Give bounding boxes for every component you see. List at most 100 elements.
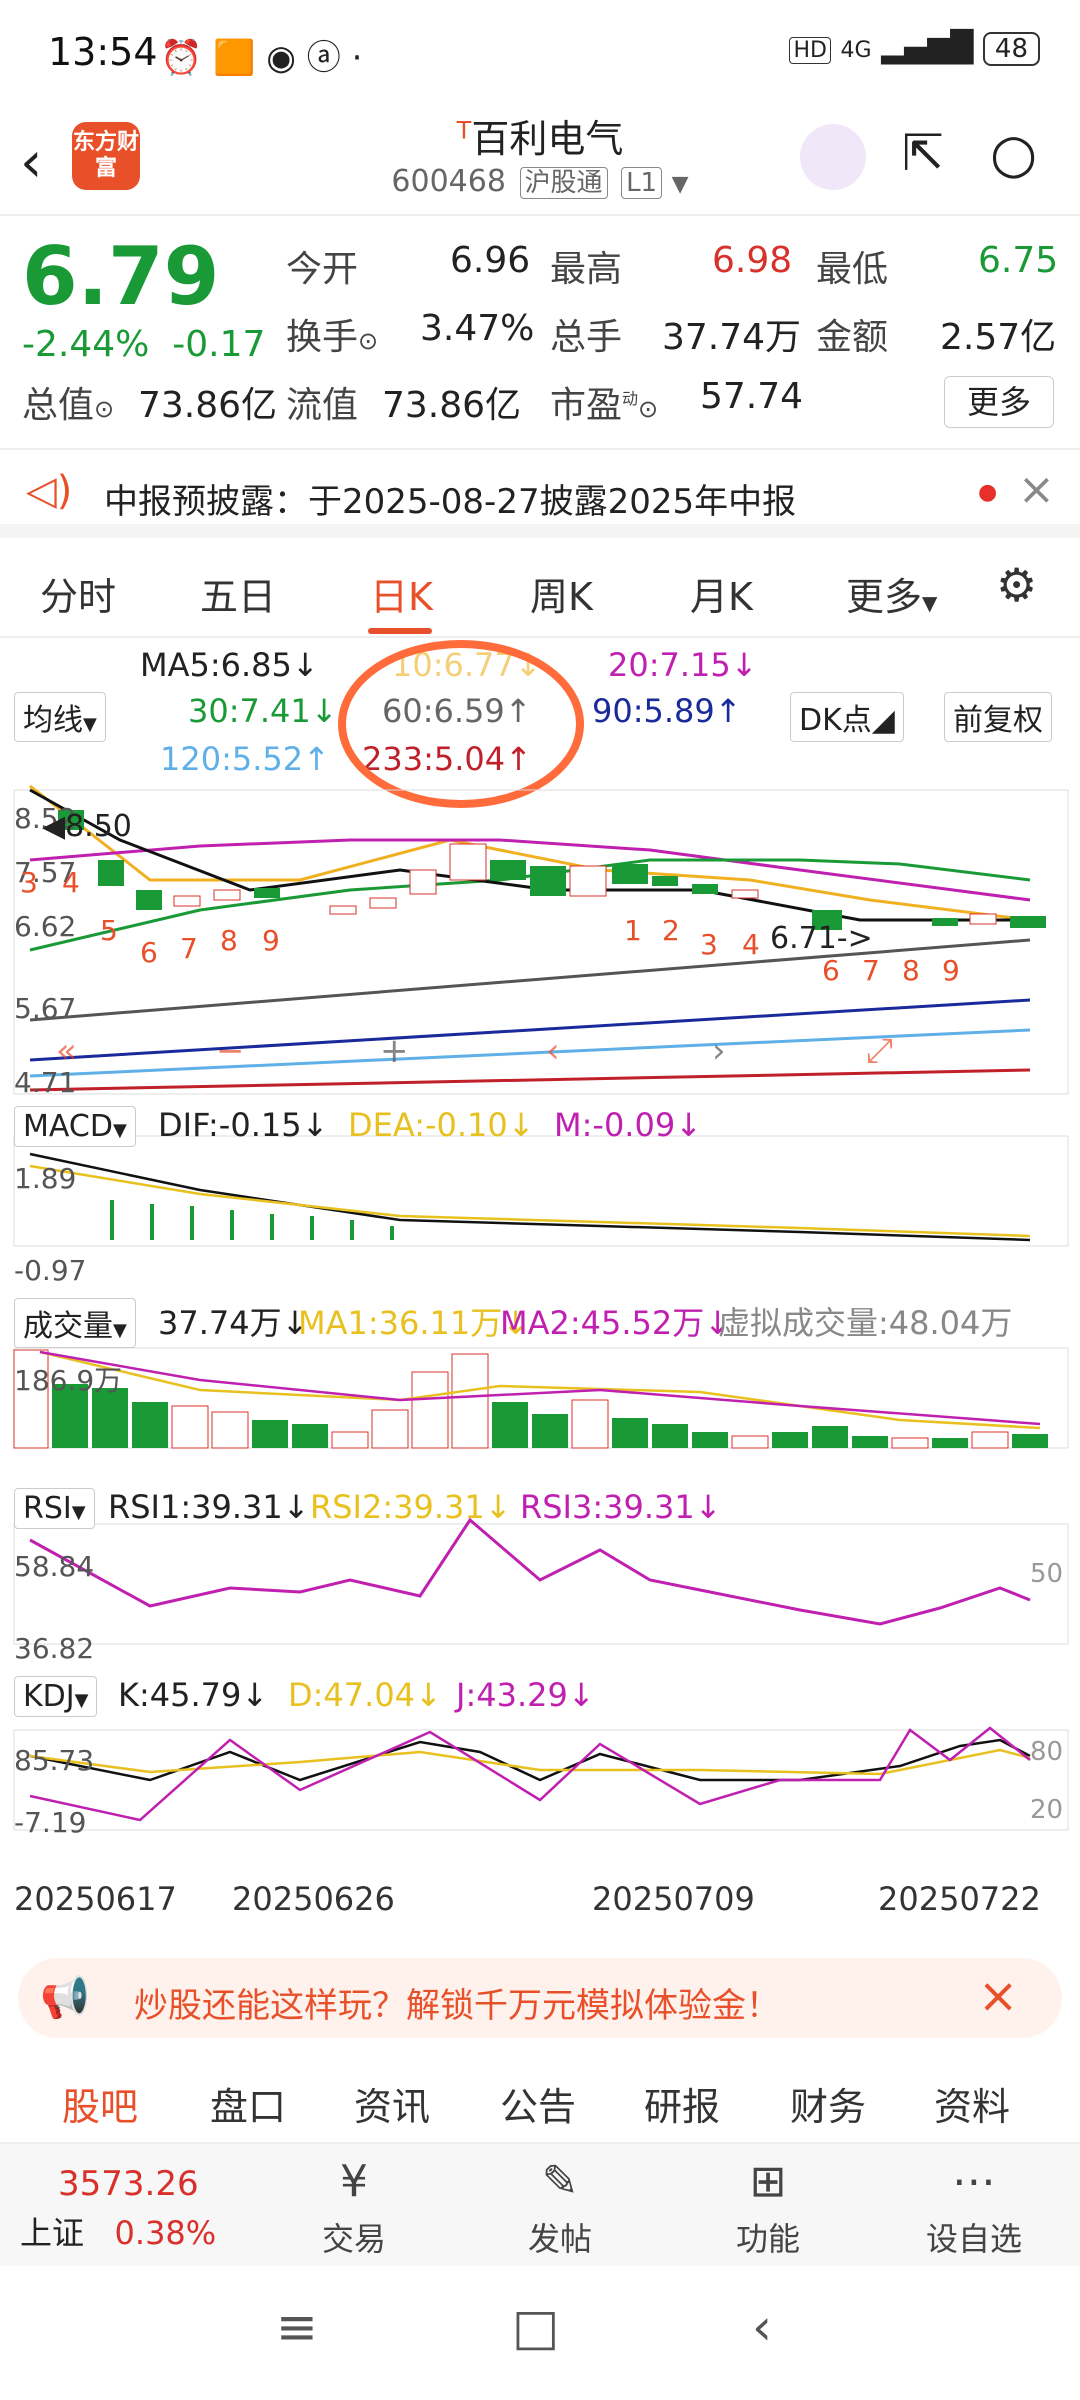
macd-selector[interactable]: MACD▼: [14, 1106, 136, 1147]
tab-finance[interactable]: 财务: [790, 2085, 867, 2129]
mcap-label-text: 总值: [22, 385, 95, 426]
tab-news[interactable]: 资讯: [354, 2085, 431, 2129]
macd-selector-label: MACD: [23, 1109, 113, 1144]
low-label: 最低: [816, 249, 889, 290]
zoom-in-icon[interactable]: +: [380, 1031, 409, 1071]
kdj-selector[interactable]: KDJ▼: [14, 1676, 98, 1717]
annotation-circle: [338, 640, 584, 808]
kdj-d-text: D:47.04: [288, 1676, 416, 1714]
stock-code[interactable]: 600468 沪股通 L1 ▼: [0, 162, 1080, 199]
scroll-right-icon[interactable]: ›: [712, 1031, 726, 1071]
turnover-value: 3.47%: [420, 308, 535, 349]
stock-name-text: 百利电气: [471, 117, 624, 161]
content-tabs: 股吧 盘口 资讯 公告 研报 财务 资料: [0, 2060, 1080, 2140]
tab-monthly-k[interactable]: 月K: [690, 575, 753, 619]
index-ticker[interactable]: 3573.26 上证 0.38%: [20, 2164, 260, 2254]
back-icon[interactable]: ‹: [20, 130, 43, 195]
app-logo[interactable]: 东方财富: [72, 122, 140, 190]
tab-more[interactable]: 更多▼: [846, 566, 937, 621]
add-watchlist-button[interactable]: ⋯ 设自选: [904, 2150, 1044, 2260]
tab-five-day[interactable]: 五日: [200, 575, 277, 619]
td-count: 3: [20, 866, 38, 899]
tab-guba[interactable]: 股吧: [62, 2085, 139, 2129]
fullscreen-icon[interactable]: ⤢: [866, 1031, 893, 1071]
home-icon[interactable]: □: [512, 2298, 560, 2356]
info-icon[interactable]: ⊙: [358, 327, 379, 355]
trade-button[interactable]: ¥ 交易: [284, 2150, 424, 2260]
info-icon[interactable]: ⊙: [94, 395, 115, 423]
volume-selector[interactable]: 成交量▼: [14, 1298, 136, 1348]
index-value: 3573.26: [58, 2164, 199, 2204]
ma-selector[interactable]: 均线▼: [14, 692, 106, 742]
candle: [812, 910, 842, 930]
amount-label: 金额: [816, 317, 889, 358]
chevron-down-icon: ▼: [113, 1320, 127, 1341]
gear-icon[interactable]: ⚙: [996, 558, 1038, 612]
tab-profile[interactable]: 资料: [934, 2085, 1011, 2129]
pct-change: -2.44%: [22, 324, 150, 365]
tab-daily-k[interactable]: 日K: [370, 575, 433, 619]
kdj-selector-label: KDJ: [23, 1679, 75, 1714]
menu-icon[interactable]: ≡: [276, 2298, 318, 2356]
tab-weekly-k[interactable]: 周K: [530, 575, 593, 619]
turnover-label: 换手⊙: [286, 308, 378, 360]
rsi-selector[interactable]: RSI▼: [14, 1488, 95, 1529]
adjust-toggle[interactable]: 前复权: [944, 692, 1052, 742]
tab-research[interactable]: 研报: [644, 2085, 721, 2129]
td-count: 3: [700, 928, 718, 961]
more-button[interactable]: 更多: [944, 376, 1054, 428]
stock-code-text: 600468: [391, 164, 506, 199]
ma60-line: [29, 938, 1031, 1022]
promo-banner[interactable]: 📢 炒股还能这样玩？解锁千万元模拟体验金！ ×: [18, 1958, 1062, 2038]
close-icon[interactable]: ×: [1018, 464, 1055, 515]
candles: [58, 810, 1046, 930]
volume-bar: [252, 1420, 288, 1448]
volume-selector-label: 成交量: [23, 1309, 113, 1344]
dk-label: DK点: [799, 703, 872, 738]
td-count: 8: [902, 954, 920, 987]
zoom-out-icon[interactable]: −: [216, 1031, 245, 1071]
quote-panel: 6.79 -2.44% -0.17 今开 6.96 最高 6.98 最低 6.7…: [0, 216, 1080, 446]
virtual-volume: 虚拟成交量:48.04万: [718, 1304, 1013, 1342]
pe-sup: 动: [622, 389, 639, 408]
kline-y-tick: 5.67: [14, 992, 76, 1025]
system-nav-bar: ≡ □ ‹: [0, 2268, 1080, 2400]
tab-pankou[interactable]: 盘口: [210, 2085, 287, 2129]
volume-bar: [171, 1405, 209, 1449]
robot-icon[interactable]: [800, 124, 866, 190]
back-nav-icon[interactable]: ‹: [752, 2298, 772, 2356]
kdj-d: D:47.04↓: [288, 1676, 442, 1714]
rsi-bottom-tick: 36.82: [14, 1632, 94, 1665]
chart-nav-controls[interactable]: « − + ‹ › ⤢: [56, 1031, 893, 1071]
post-button[interactable]: ✎ 发帖: [490, 2150, 630, 2260]
scroll-left-icon[interactable]: ‹: [546, 1031, 560, 1071]
tab-intraday[interactable]: 分时: [40, 575, 117, 619]
search-icon[interactable]: ○: [990, 122, 1038, 185]
stock-name: T百利电气: [0, 108, 1080, 163]
tab-announcements[interactable]: 公告: [500, 2085, 577, 2129]
chevron-down-icon: ▼: [83, 714, 97, 735]
function-button[interactable]: ⊞ 功能: [698, 2150, 838, 2260]
high-marker: ◀8.50: [42, 809, 132, 844]
open-label: 今开: [286, 249, 359, 290]
float-label: 流值: [286, 385, 359, 426]
last-price: 6.79: [22, 230, 220, 323]
share-icon[interactable]: ⇱: [902, 124, 944, 182]
dk-point-toggle[interactable]: DK点◢: [790, 692, 904, 742]
charts-svg[interactable]: 8.52 7.57 6.62 5.67 4.71 ◀8.50 6.71-> 3 …: [0, 780, 1080, 1900]
index-pct: 0.38%: [114, 2214, 217, 2252]
close-icon[interactable]: ×: [978, 1968, 1019, 2024]
td-count: 6: [140, 936, 158, 969]
scroll-first-icon[interactable]: «: [56, 1031, 77, 1071]
td-count: 7: [180, 932, 198, 965]
kline-y-tick: 4.71: [14, 1066, 76, 1099]
info-icon[interactable]: ⊙: [638, 395, 659, 423]
d-line: [29, 1748, 1031, 1776]
ma-selector-label: 均线: [23, 703, 83, 738]
macd-bars: [110, 1200, 394, 1240]
volume-bars: [13, 1349, 1048, 1449]
notice-bar[interactable]: ◁) 中报预披露：于2025-08-27披露2025年中报 ● ×: [0, 448, 1080, 538]
unread-dot-icon: ●: [978, 480, 998, 505]
rsi2-text: RSI2:39.31: [310, 1488, 485, 1526]
ma10-line: [29, 784, 1031, 922]
